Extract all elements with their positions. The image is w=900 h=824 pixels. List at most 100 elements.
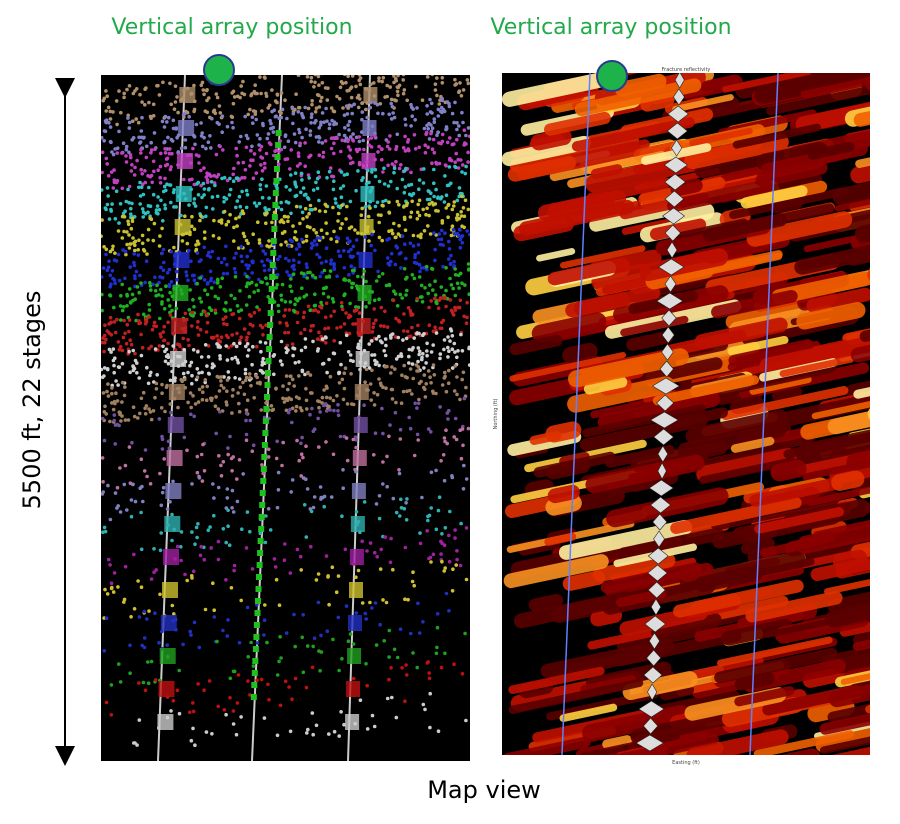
streak [670,496,802,534]
streak [732,123,822,149]
event [215,639,219,644]
event [134,117,138,121]
event [386,256,390,260]
event [462,314,466,319]
event [187,308,192,312]
event [158,471,162,476]
geophone [267,322,274,328]
event [192,83,196,88]
event [199,300,204,304]
event [210,116,214,121]
event [203,343,208,347]
event [444,206,449,210]
event [431,203,436,207]
event [375,555,380,559]
event [417,349,422,354]
event [296,110,301,114]
event [269,126,273,131]
event [314,180,318,185]
event [152,570,156,574]
event [452,204,456,208]
event [454,216,459,220]
event [250,144,254,149]
event [296,151,301,155]
event [194,243,198,247]
event [183,311,188,316]
event [365,549,369,553]
event [139,353,144,358]
event [268,528,273,532]
event [283,98,287,102]
event [324,384,329,389]
event [163,359,168,364]
event [407,183,411,187]
event [281,220,286,225]
event [237,246,241,250]
event [431,137,436,142]
event [161,344,165,349]
event [245,398,250,403]
left-panel [101,75,470,761]
event [318,304,322,309]
event [389,666,393,670]
streak [680,74,743,100]
event [302,310,307,315]
event [126,418,131,422]
geophone [255,598,261,604]
event [266,106,271,110]
event [297,252,302,257]
event [106,483,110,488]
event [452,120,456,125]
streak [865,73,870,92]
event [404,166,408,171]
event [197,476,202,480]
event [139,510,143,515]
event [144,144,149,149]
event [466,126,470,130]
event [450,366,455,370]
event [380,238,385,243]
event [443,526,448,530]
event [226,452,230,457]
event [317,209,322,213]
event [374,337,379,341]
event [385,325,390,329]
event [416,438,421,442]
event [455,281,460,286]
geophone [269,262,276,268]
event [108,125,113,129]
event [410,273,415,277]
event [221,317,225,322]
event [327,275,332,279]
event [319,120,323,125]
event [340,377,345,382]
event [376,150,380,154]
streak [806,475,870,507]
event [416,365,421,369]
event [368,382,373,386]
reflector [658,258,685,276]
event [367,239,371,243]
event [147,407,151,411]
event [443,231,447,235]
event [242,392,247,397]
event [165,162,170,167]
event [200,195,204,200]
event [461,487,466,491]
event [413,147,418,151]
event [329,258,334,263]
event [165,643,169,647]
event [128,338,132,343]
streak [827,700,870,723]
event [226,446,230,450]
event [196,522,200,526]
event [339,170,344,174]
event [377,144,381,149]
event [257,277,261,282]
event [288,300,293,304]
event [283,300,288,304]
event [373,431,378,436]
event [235,358,240,362]
event [200,80,205,85]
event [214,92,219,96]
